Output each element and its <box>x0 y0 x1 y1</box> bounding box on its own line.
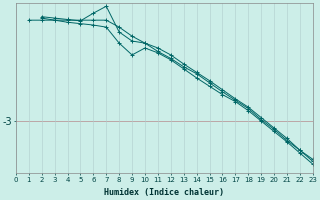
X-axis label: Humidex (Indice chaleur): Humidex (Indice chaleur) <box>104 188 224 197</box>
